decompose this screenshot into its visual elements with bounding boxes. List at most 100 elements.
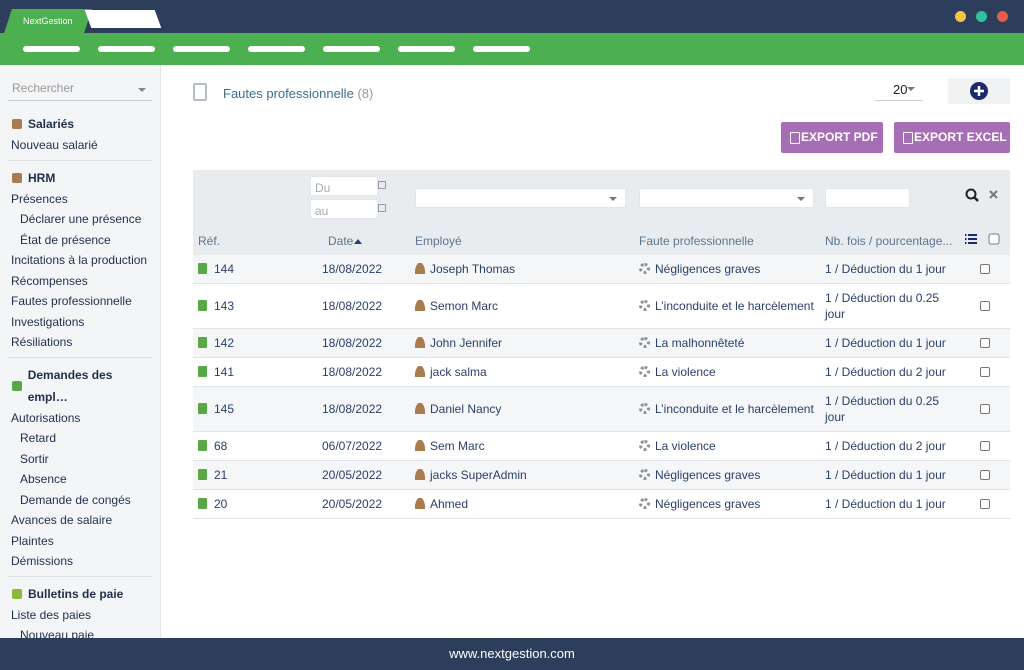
ref-link[interactable]: 20 bbox=[214, 497, 228, 511]
menu-item[interactable]: Présences bbox=[11, 191, 68, 206]
submenu-item[interactable]: Retard bbox=[20, 431, 57, 445]
section-title[interactable]: Salariés bbox=[8, 113, 152, 135]
cell: La malhonnêteté bbox=[634, 328, 820, 358]
filter-actions[interactable] bbox=[965, 188, 1005, 204]
employee-filter[interactable] bbox=[415, 187, 626, 208]
submenu-item[interactable]: Demande de congés bbox=[20, 492, 131, 507]
column-header[interactable]: Employé bbox=[410, 225, 634, 255]
cell-icon bbox=[415, 403, 425, 414]
tab[interactable]: NextGestion bbox=[4, 9, 92, 33]
section-title[interactable]: HRM bbox=[8, 167, 152, 189]
ref-link[interactable]: 68 bbox=[214, 439, 228, 453]
cell: Semon Marc bbox=[410, 283, 634, 329]
cell-text: Semon Marc bbox=[430, 299, 499, 313]
count-filter[interactable] bbox=[825, 187, 910, 208]
ref-link[interactable]: 143 bbox=[214, 299, 235, 313]
menu-item[interactable]: Autorisations bbox=[11, 410, 81, 425]
submenu-item[interactable]: Nouveau paie bbox=[20, 628, 95, 638]
ref-link[interactable]: 145 bbox=[214, 402, 235, 416]
ref-link[interactable]: 144 bbox=[214, 262, 235, 276]
cal-icon[interactable] bbox=[378, 204, 386, 212]
table-row: 68 06/07/2022 Sem Marc La violence 1 / Déduc… bbox=[193, 431, 1010, 461]
sort-icon[interactable] bbox=[353, 237, 363, 245]
cell-text: Sem Marc bbox=[430, 439, 485, 453]
column-label: Faute professionnelle bbox=[639, 234, 754, 248]
menu-item[interactable]: Résiliations bbox=[11, 335, 73, 349]
ref-link[interactable]: 141 bbox=[214, 365, 235, 379]
menu-item[interactable]: Récompenses bbox=[11, 273, 88, 288]
search[interactable]: Rechercher bbox=[8, 81, 152, 101]
cell-icon bbox=[415, 469, 425, 480]
row-checkbox[interactable] bbox=[980, 338, 990, 348]
export-excel[interactable]: EXPORT EXCEL bbox=[894, 122, 1010, 153]
date-to[interactable]: au bbox=[310, 199, 378, 219]
cell-icon bbox=[198, 469, 207, 480]
window-dot[interactable] bbox=[955, 11, 966, 22]
submenu-item[interactable]: État de présence bbox=[20, 232, 111, 247]
column-header[interactable]: Faute professionnelle bbox=[634, 225, 820, 255]
cell: 1 / Déduction du 1 jour bbox=[820, 489, 960, 519]
nav-pill[interactable] bbox=[323, 46, 380, 52]
cell: 68 bbox=[193, 431, 305, 461]
submenu-item[interactable]: Absence bbox=[20, 472, 67, 486]
sidebar-section: Bulletins de paie Liste des paies Nouveau … bbox=[8, 577, 152, 639]
submenu-item[interactable]: Sortir bbox=[20, 451, 49, 466]
list-icon[interactable] bbox=[965, 233, 1005, 245]
nav-pill[interactable] bbox=[473, 46, 530, 52]
nav-pill[interactable] bbox=[23, 46, 80, 52]
cal-icon[interactable] bbox=[378, 181, 386, 189]
cell-icon bbox=[198, 440, 207, 451]
cell: 20/05/2022 bbox=[305, 489, 410, 519]
page-size[interactable]: 20 bbox=[875, 79, 923, 101]
cell: 20/05/2022 bbox=[305, 460, 410, 490]
select-cell bbox=[960, 283, 1010, 329]
cell-icon bbox=[639, 498, 650, 509]
window-dot[interactable] bbox=[976, 11, 987, 22]
header-actions[interactable] bbox=[960, 225, 1010, 255]
row-checkbox[interactable] bbox=[980, 441, 990, 451]
menu-item[interactable]: Démissions bbox=[11, 554, 74, 568]
row-checkbox[interactable] bbox=[980, 470, 990, 480]
ref-link[interactable]: 142 bbox=[214, 336, 235, 350]
select-cell bbox=[960, 431, 1010, 461]
menu-item[interactable]: Plaintes bbox=[11, 533, 54, 548]
cell-text: John Jennifer bbox=[430, 336, 503, 350]
nav-pill[interactable] bbox=[173, 46, 230, 52]
add-button[interactable] bbox=[948, 78, 1010, 104]
nav-pill[interactable] bbox=[98, 46, 155, 52]
select-cell bbox=[960, 489, 1010, 519]
menu-item[interactable]: Incitations à la production bbox=[11, 253, 148, 267]
table-row: 141 18/08/2022 jack salma La violence 1 / Dé… bbox=[193, 357, 1010, 387]
window-dot[interactable] bbox=[997, 11, 1008, 22]
cell: 18/08/2022 bbox=[305, 283, 410, 329]
fault-filter[interactable] bbox=[639, 187, 814, 208]
row-checkbox[interactable] bbox=[980, 301, 990, 311]
submenu-item[interactable]: Déclarer une présence bbox=[20, 212, 142, 226]
row-checkbox[interactable] bbox=[980, 264, 990, 274]
cell-icon bbox=[639, 440, 650, 451]
menu-item[interactable]: Liste des paies bbox=[11, 607, 92, 622]
export-pdf[interactable]: EXPORT PDF bbox=[781, 122, 883, 153]
cell: 21 bbox=[193, 460, 305, 490]
ref-link[interactable]: 21 bbox=[214, 468, 228, 482]
section-title[interactable]: Bulletins de paie bbox=[8, 583, 152, 605]
menu-item[interactable]: Avances de salaire bbox=[11, 513, 113, 527]
section-title[interactable]: Demandes des empl… bbox=[8, 364, 152, 408]
nav-pill[interactable] bbox=[248, 46, 305, 52]
cell: 141 bbox=[193, 357, 305, 387]
row-checkbox[interactable] bbox=[980, 499, 990, 509]
column-header[interactable]: Nb. fois / pourcentage... bbox=[820, 225, 960, 255]
cell: Joseph Thomas bbox=[410, 255, 634, 284]
tab-blank[interactable] bbox=[84, 10, 162, 28]
menu-item[interactable]: Investigations bbox=[11, 314, 85, 329]
column-label: Date bbox=[328, 234, 354, 248]
row-checkbox[interactable] bbox=[980, 367, 990, 377]
cell: L’inconduite et le harcèlement bbox=[634, 386, 820, 432]
menu-item[interactable]: Nouveau salarié bbox=[11, 138, 98, 152]
row-checkbox[interactable] bbox=[980, 404, 990, 414]
nav-pill[interactable] bbox=[398, 46, 455, 52]
column-header[interactable]: Réf. bbox=[193, 225, 305, 255]
column-header[interactable]: Date bbox=[305, 225, 410, 255]
date-from[interactable]: Du bbox=[310, 176, 378, 196]
menu-item[interactable]: Fautes professionnelle bbox=[11, 294, 132, 308]
